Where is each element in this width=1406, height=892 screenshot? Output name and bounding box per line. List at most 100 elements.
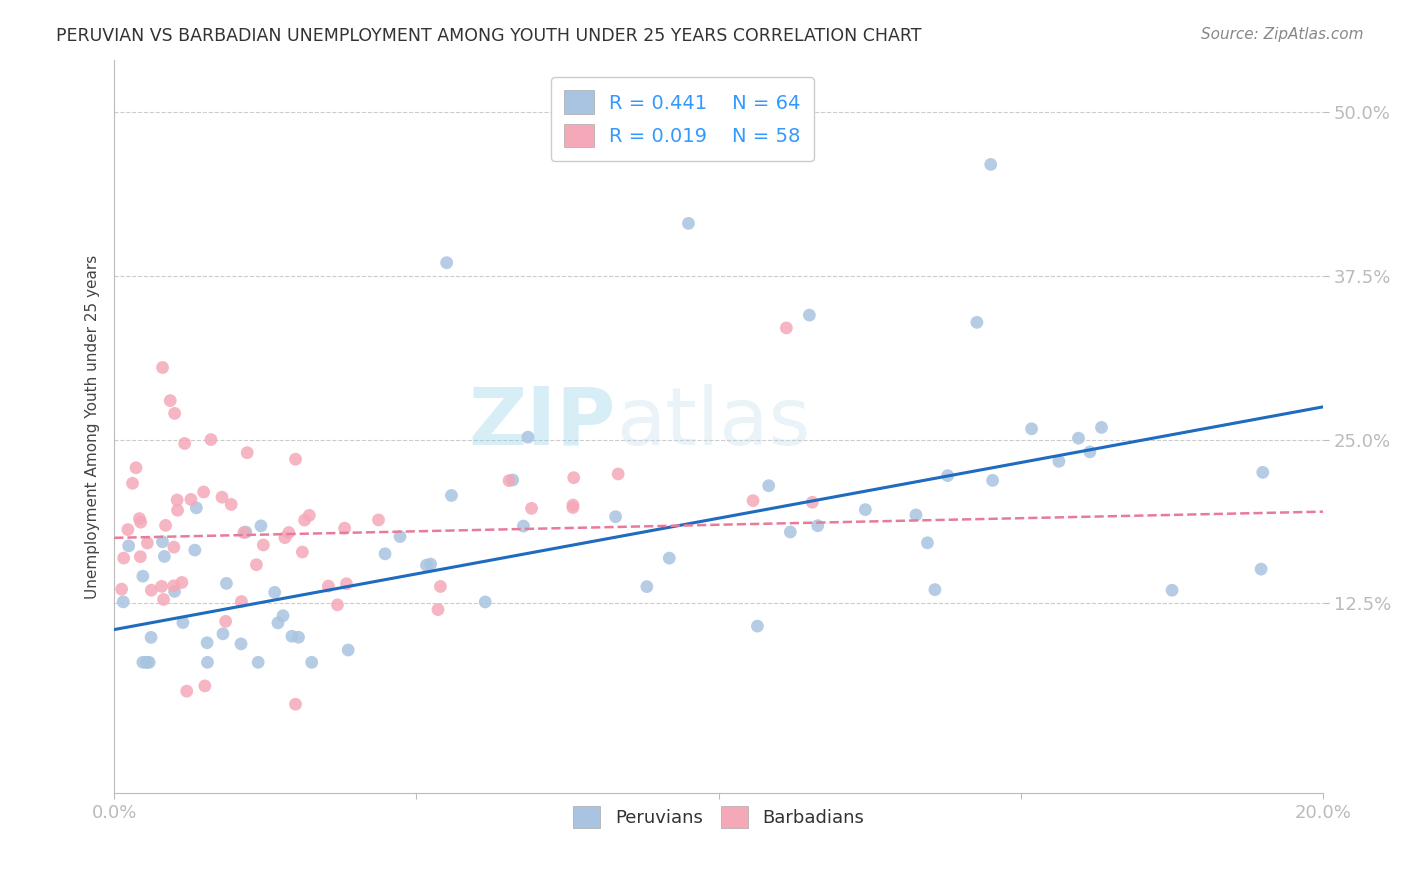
Point <box>112 551 135 566</box>
Point <box>775 321 797 335</box>
Point <box>374 547 396 561</box>
Point <box>561 498 583 512</box>
Point <box>318 579 340 593</box>
Point <box>263 585 285 599</box>
Point <box>415 558 437 573</box>
Point <box>274 531 297 545</box>
Point <box>605 509 627 524</box>
Point <box>166 492 188 507</box>
Point <box>389 530 412 544</box>
Point <box>212 627 235 641</box>
Point <box>159 393 181 408</box>
Point <box>429 579 451 593</box>
Point <box>747 619 769 633</box>
Point <box>197 656 219 670</box>
Point <box>132 656 155 670</box>
Point <box>1021 422 1043 436</box>
Point <box>498 474 520 488</box>
Y-axis label: Unemployment Among Youth under 25 years: Unemployment Among Youth under 25 years <box>86 254 100 599</box>
Point <box>367 513 389 527</box>
Text: atlas: atlas <box>616 384 810 462</box>
Point <box>917 536 939 550</box>
Point <box>184 543 207 558</box>
Point <box>112 595 135 609</box>
Point <box>163 540 186 554</box>
Point <box>517 430 540 444</box>
Point <box>193 485 215 500</box>
Point <box>152 360 174 375</box>
Point <box>337 643 360 657</box>
Point <box>1250 562 1272 576</box>
Point <box>211 490 233 504</box>
Point <box>214 615 236 629</box>
Point <box>924 582 946 597</box>
Text: ZIP: ZIP <box>468 384 616 462</box>
Point <box>1047 454 1070 468</box>
Point <box>215 576 238 591</box>
Point <box>129 549 152 564</box>
Point <box>153 549 176 564</box>
Point <box>129 515 152 529</box>
Point <box>163 579 186 593</box>
Point <box>294 513 316 527</box>
Point <box>138 656 160 670</box>
Point <box>173 436 195 450</box>
Point <box>291 545 314 559</box>
Point <box>1161 583 1184 598</box>
Point <box>298 508 321 523</box>
Point <box>678 216 700 230</box>
Point <box>277 525 299 540</box>
Point <box>267 615 290 630</box>
Point <box>125 460 148 475</box>
Point <box>636 580 658 594</box>
Point <box>219 498 242 512</box>
Point <box>326 598 349 612</box>
Point <box>128 511 150 525</box>
Point <box>231 594 253 608</box>
Point <box>135 656 157 670</box>
Point <box>200 433 222 447</box>
Point <box>333 521 356 535</box>
Point <box>155 518 177 533</box>
Point <box>252 538 274 552</box>
Point <box>284 698 307 712</box>
Point <box>121 476 143 491</box>
Point <box>758 479 780 493</box>
Point <box>229 637 252 651</box>
Point <box>245 558 267 572</box>
Point <box>561 500 583 515</box>
Point <box>135 656 157 670</box>
Point <box>966 315 988 329</box>
Point <box>150 579 173 593</box>
Point <box>195 636 218 650</box>
Point <box>801 495 824 509</box>
Point <box>163 584 186 599</box>
Point <box>163 406 186 420</box>
Point <box>853 502 876 516</box>
Point <box>166 503 188 517</box>
Point <box>176 684 198 698</box>
Point <box>427 602 450 616</box>
Point <box>194 679 217 693</box>
Point <box>281 629 304 643</box>
Point <box>132 569 155 583</box>
Point <box>779 524 801 539</box>
Point <box>658 551 681 566</box>
Point <box>287 630 309 644</box>
Point <box>180 492 202 507</box>
Point <box>172 615 194 630</box>
Point <box>799 308 821 322</box>
Point <box>419 557 441 571</box>
Point <box>186 500 208 515</box>
Point <box>936 468 959 483</box>
Point <box>1067 431 1090 445</box>
Point <box>170 575 193 590</box>
Point <box>520 501 543 516</box>
Point <box>440 488 463 502</box>
Point <box>152 592 174 607</box>
Point <box>1090 420 1112 434</box>
Point <box>474 595 496 609</box>
Point <box>1078 445 1101 459</box>
Point <box>118 539 141 553</box>
Legend: Peruvians, Barbadians: Peruvians, Barbadians <box>567 799 872 836</box>
